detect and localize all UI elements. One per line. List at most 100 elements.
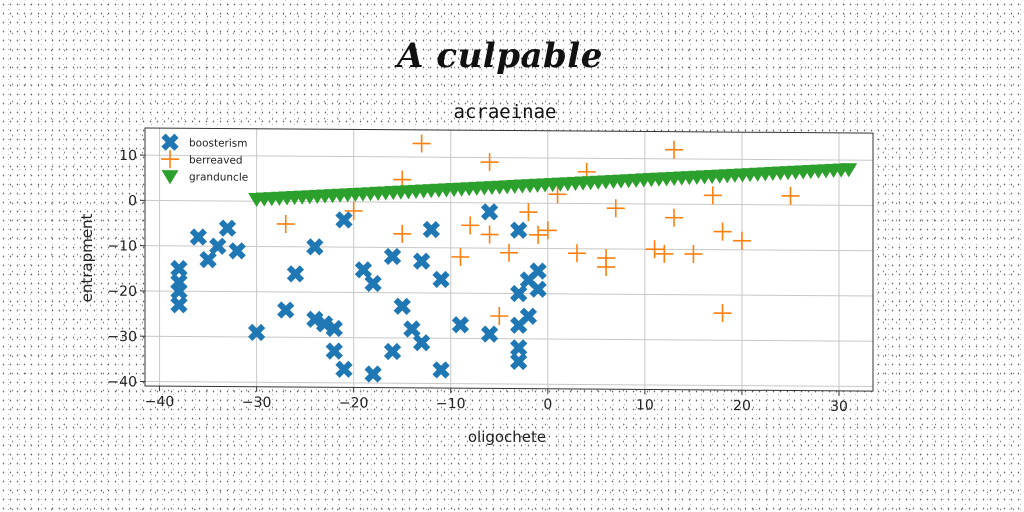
data-point-berreaved [655, 244, 674, 263]
grid-line-y [145, 380, 873, 388]
series-boosterism [170, 203, 547, 383]
data-point-berreaved [461, 216, 480, 235]
y-tick-label: −20 [107, 284, 137, 300]
x-tick-label: 0 [543, 397, 552, 413]
data-point-boosterism [286, 265, 305, 283]
x-tick-label: −10 [436, 396, 466, 412]
y-tick-label: 10 [119, 148, 137, 164]
data-point-boosterism [510, 339, 528, 357]
data-point-boosterism [209, 237, 227, 255]
y-tick-label: 0 [128, 193, 137, 209]
data-point-boosterism [510, 221, 528, 239]
x-tick-label: −30 [242, 395, 272, 411]
data-point-berreaved [703, 186, 722, 205]
data-point-boosterism [510, 284, 528, 303]
data-point-boosterism [354, 261, 373, 279]
data-point-granduncle [840, 163, 858, 178]
grid-line-y [145, 290, 873, 297]
data-point-boosterism [364, 274, 382, 293]
legend-label-boosterism: boosterism [189, 137, 247, 149]
data-point-boosterism [383, 247, 402, 266]
data-point-berreaved [684, 245, 703, 264]
data-point-berreaved [781, 186, 800, 205]
data-point-boosterism [480, 203, 499, 221]
data-point-berreaved [538, 221, 557, 240]
y-tick-label: −10 [107, 238, 137, 254]
x-tick-label: 20 [733, 398, 751, 414]
x-tick-label: −40 [145, 394, 175, 410]
figure-title: A culpable [397, 36, 603, 76]
data-point-boosterism [335, 211, 353, 229]
data-point-boosterism [364, 365, 382, 383]
series-granduncle [248, 163, 858, 208]
data-point-boosterism [383, 342, 402, 361]
data-point-boosterism [315, 315, 334, 333]
data-point-boosterism [432, 270, 450, 289]
data-point-boosterism [170, 282, 188, 300]
data-point-boosterism [248, 323, 266, 342]
data-point-berreaved [665, 208, 684, 227]
data-point-berreaved [732, 231, 751, 250]
data-point-boosterism [306, 310, 324, 328]
y-tick-label: −30 [107, 329, 137, 345]
data-point-boosterism [413, 334, 431, 352]
legend-label-granduncle: granduncle [189, 171, 248, 183]
data-point-berreaved [412, 134, 431, 153]
axis-ticks: −40 −30 −20 −10 0 10 20 30 −40 −30 −20 −10 0 10 [107, 148, 847, 415]
data-point-boosterism [228, 242, 246, 260]
legend-label-berreaved: berreaved [189, 154, 243, 166]
chart-title: acraeinae [454, 101, 557, 123]
data-point-boosterism [218, 219, 237, 237]
data-point-boosterism [432, 361, 450, 379]
data-point-boosterism [170, 259, 188, 278]
data-point-berreaved [567, 244, 586, 263]
data-point-berreaved [713, 304, 732, 323]
data-point-boosterism [529, 262, 547, 280]
data-point-boosterism [170, 296, 188, 314]
data-point-boosterism [510, 352, 528, 371]
data-point-berreaved [645, 240, 664, 259]
data-point-boosterism [335, 360, 353, 378]
grid-line-y [145, 335, 873, 342]
data-point-berreaved [713, 222, 732, 241]
data-point-boosterism [403, 320, 421, 338]
data-point-boosterism [325, 342, 343, 360]
data-point-boosterism [393, 297, 411, 315]
data-point-boosterism [451, 316, 470, 334]
x-axis-label: oligochete [468, 428, 546, 446]
x-tick-label: 30 [830, 399, 848, 415]
data-point-boosterism [325, 319, 343, 338]
data-point-berreaved [529, 225, 548, 244]
data-point-boosterism [519, 307, 538, 325]
grid-lines [145, 128, 873, 391]
data-point-berreaved [490, 307, 509, 326]
data-point-berreaved [480, 153, 499, 172]
data-point-boosterism [306, 238, 324, 256]
data-point-boosterism [277, 301, 295, 319]
data-point-berreaved [548, 185, 567, 204]
data-point-berreaved [500, 243, 518, 262]
data-point-berreaved [451, 247, 470, 266]
data-point-boosterism [189, 228, 208, 246]
data-point-berreaved [519, 203, 538, 222]
series-layer [170, 134, 858, 383]
data-point-berreaved [606, 199, 625, 218]
data-point-boosterism [480, 325, 499, 343]
data-point-boosterism [529, 280, 547, 298]
data-point-berreaved [665, 140, 684, 159]
data-point-berreaved [344, 201, 363, 220]
y-tick-label: −40 [107, 374, 137, 390]
legend-marker-boosterism [161, 133, 179, 151]
data-point-boosterism [413, 252, 431, 270]
data-point-berreaved [276, 215, 295, 234]
data-point-boosterism [199, 251, 217, 269]
data-point-berreaved [597, 258, 616, 277]
legend-marker-berreaved [161, 150, 179, 169]
x-tick-label: −20 [339, 395, 369, 411]
grid-line-y [145, 154, 873, 161]
y-axis-label: entrapment [78, 214, 96, 303]
data-point-boosterism [422, 220, 440, 239]
legend: boosterism berreaved granduncle [161, 133, 248, 185]
data-point-berreaved [393, 224, 412, 243]
